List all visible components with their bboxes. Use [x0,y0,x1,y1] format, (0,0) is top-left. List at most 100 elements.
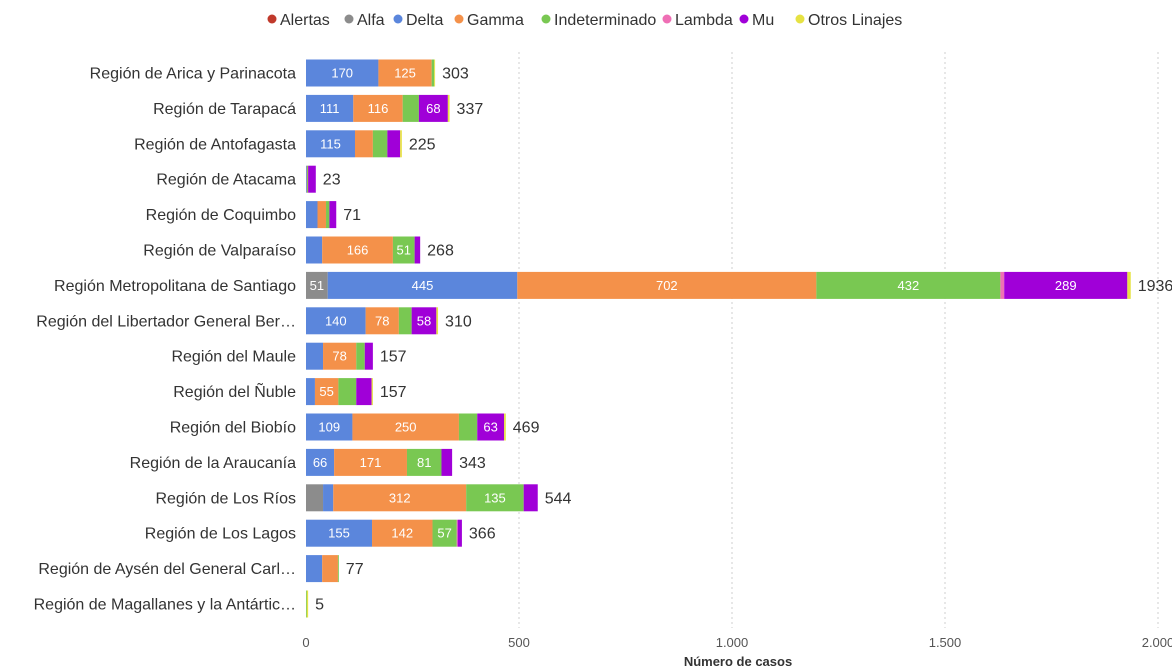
segment-value-label: 58 [417,313,431,328]
bar-total-label: 303 [442,66,469,83]
legend-label-otros-linajes: Otros Linajes [808,12,902,29]
legend-label-mu: Mu [752,12,774,29]
bar-segment [371,378,373,406]
legend-label-gamma: Gamma [467,12,524,29]
category-label: Región del Libertador General Ber… [36,313,296,330]
segment-value-label: 142 [391,526,413,541]
bar-segment [432,519,457,547]
category-label: Región de Tarapacá [153,101,296,118]
legend-marker-lambda [662,14,672,24]
bar-segment [364,342,373,370]
legend-marker-otros-linajes [795,14,805,24]
segment-value-label: 155 [328,526,350,541]
x-tick-label: 1.000 [716,635,749,650]
category-label: Región de Valparaíso [143,243,296,260]
category-label: Región de Aysén del General Carl… [38,561,296,578]
bar-segment [306,165,308,193]
bar-segment [306,590,307,618]
bar-segment [1004,271,1128,299]
bar-segment [398,307,412,335]
bar-segment [306,342,324,370]
segment-value-label: 445 [412,278,434,293]
segment-value-label: 432 [898,278,920,293]
legend-marker-alfa [344,14,354,24]
segment-value-label: 135 [484,490,506,505]
segment-value-label: 125 [394,66,416,81]
bar-segment [353,94,403,122]
category-label: Región del Biobío [170,420,296,437]
bar-segment [441,448,453,476]
bar-segment [306,59,379,87]
bar-segment [372,130,388,158]
bar-segment [387,130,401,158]
legend: Alertas Alfa Delta Gamma Indeterminado Lambda… [267,12,902,29]
x-tick-label: 500 [508,635,530,650]
category-label: Región de la Araucanía [130,455,296,472]
bar-segment [306,165,307,193]
bar-segment [322,236,393,264]
bar-segment [523,484,538,512]
category-label: Región de Los Ríos [155,490,296,507]
category-label: Región de Los Lagos [145,526,296,543]
bar-segment [356,378,372,406]
bar-segment [338,378,357,406]
bar-segment [334,448,407,476]
bar-segment [456,519,458,547]
segment-value-label: 57 [437,526,451,541]
segment-value-label: 55 [319,384,333,399]
bar-segment [431,59,435,87]
segment-value-label: 63 [483,420,497,435]
bar-segment [306,130,355,158]
bar-segment [306,484,324,512]
category-label: Región del Maule [171,349,296,366]
segment-value-label: 115 [320,136,341,151]
bar-total-label: 337 [457,101,484,118]
bar-segment [306,378,315,406]
segment-value-label: 116 [368,101,389,116]
bar-segment [314,378,339,406]
bar-segment [306,590,309,618]
category-label: Región de Arica y Parinacota [90,66,296,83]
segment-value-label: 170 [331,66,353,81]
segment-value-label: 312 [389,490,411,505]
bar-segment [306,307,366,335]
bar-total-label: 469 [513,420,540,437]
bar-segment [329,201,337,229]
category-label: Región de Atacama [156,172,296,189]
segment-value-label: 81 [417,455,431,470]
bar-segment [418,94,448,122]
bar-segment [352,413,459,441]
bar-total-label: 366 [469,526,496,543]
legend-label-delta: Delta [406,12,443,29]
bar-segment [1000,271,1005,299]
segment-value-label: 166 [347,243,369,258]
segment-value-label: 250 [395,420,417,435]
bar-segment [333,484,467,512]
x-tick-label: 0 [302,635,309,650]
bar-total-label: 310 [445,313,472,330]
segment-value-label: 68 [426,101,440,116]
bar-segment [306,413,353,441]
segment-value-label: 78 [332,349,346,364]
legend-label-indeterminado: Indeterminado [554,12,656,29]
bar-segment [308,165,316,193]
bar-segment [306,519,373,547]
bar-total-label: 268 [427,243,454,260]
bar-segment [306,555,323,583]
bar-segment [414,236,421,264]
bar-total-label: 5 [315,597,324,614]
bar-segment [411,307,437,335]
bar-segment [322,555,338,583]
bar-segment [323,342,357,370]
bar-total-label: 343 [459,455,486,472]
bar-total-label: 1936 [1138,278,1172,295]
bar-total-label: 544 [545,490,572,507]
bar-segment [434,59,436,87]
category-label: Región del Ñuble [173,381,296,401]
bar-segment [436,307,439,335]
bar-segment [323,484,334,512]
bar-segment [447,94,450,122]
bar-segment [517,271,817,299]
bar-segment [327,271,518,299]
